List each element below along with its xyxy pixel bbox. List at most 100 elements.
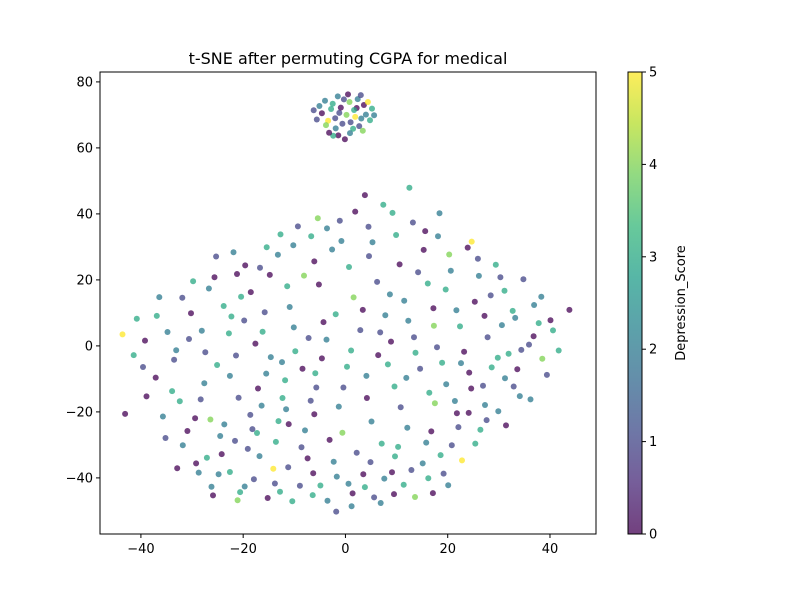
scatter-point	[252, 340, 259, 347]
scatter-point	[332, 115, 339, 122]
scatter-point	[329, 100, 336, 107]
scatter-point	[329, 246, 336, 253]
scatter-point	[348, 347, 355, 354]
colorbar-label: Depression_Score	[674, 245, 689, 361]
scatter-point	[466, 369, 473, 376]
scatter-point	[213, 253, 220, 260]
scatter-point	[337, 104, 344, 111]
scatter-point	[356, 123, 363, 130]
scatter-point	[308, 233, 315, 240]
scatter-point	[365, 223, 372, 230]
scatter-point	[277, 231, 284, 238]
scatter-point	[299, 365, 306, 372]
scatter-point	[443, 381, 450, 388]
scatter-point	[274, 251, 281, 258]
scatter-point	[237, 489, 244, 496]
scatter-point	[235, 394, 242, 401]
scatter-point	[566, 306, 573, 313]
scatter-point	[382, 312, 389, 319]
scatter-point	[156, 294, 163, 301]
scatter-point	[339, 429, 346, 436]
scatter-point	[484, 334, 491, 341]
scatter-point	[412, 494, 418, 500]
scatter-point	[198, 327, 205, 334]
scatter-point	[257, 264, 263, 271]
scatter-point	[323, 336, 330, 343]
scatter-point	[311, 411, 318, 418]
scatter-point	[335, 132, 342, 139]
scatter-point	[153, 312, 160, 319]
scatter-point	[296, 482, 303, 489]
scatter-point	[369, 239, 376, 246]
scatter-point	[401, 297, 408, 304]
x-axis: −40 −20 0 20 40	[127, 534, 558, 557]
scatter-point	[428, 428, 435, 435]
colorbar-tick-label: 3	[649, 250, 657, 265]
scatter-point	[430, 305, 437, 312]
scatter-point	[417, 365, 424, 372]
scatter-point	[503, 422, 509, 429]
scatter-point	[133, 315, 140, 322]
scatter-point	[448, 442, 455, 449]
scatter-point	[442, 286, 449, 293]
scatter-point	[283, 406, 290, 413]
scatter-point	[468, 385, 475, 392]
scatter-point	[345, 91, 351, 98]
scatter-point	[159, 413, 166, 420]
scatter-point	[234, 271, 240, 277]
colorbar-ticks: 0 1 2 3 4 5	[642, 66, 657, 543]
scatter-point	[326, 129, 333, 136]
scatter-point	[263, 370, 270, 377]
scatter-point	[389, 469, 395, 476]
scatter-point	[509, 307, 516, 314]
scatter-point	[344, 363, 350, 370]
scatter-point	[122, 410, 129, 417]
scatter-point	[318, 355, 325, 362]
scatter-point	[415, 269, 422, 276]
colorbar-frame	[627, 71, 643, 535]
scatter-point	[193, 460, 200, 467]
scatter-points	[119, 91, 573, 515]
scatter-point	[286, 304, 293, 310]
scatter-point	[380, 201, 387, 208]
scatter-point	[284, 283, 291, 290]
scatter-point	[359, 127, 366, 134]
scatter-point	[409, 219, 416, 226]
scatter-point	[220, 303, 227, 309]
scatter-point	[195, 469, 202, 476]
scatter-point	[422, 228, 429, 235]
scatter-point	[255, 385, 261, 392]
scatter-point	[406, 184, 413, 191]
scatter-point	[179, 442, 186, 449]
scatter-point	[254, 430, 260, 436]
scatter-point	[320, 319, 327, 326]
scatter-point	[483, 417, 490, 424]
scatter-point	[285, 421, 292, 428]
scatter-point	[437, 452, 444, 459]
scatter-point	[322, 97, 328, 104]
scatter-point	[332, 311, 339, 318]
scatter-point	[447, 267, 454, 274]
scatter-point	[330, 132, 337, 139]
x-tick-label: 0	[341, 542, 349, 557]
scatter-point	[363, 395, 370, 401]
scatter-point	[233, 352, 239, 359]
y-tick-label: 60	[76, 141, 93, 156]
scatter-point	[367, 117, 373, 124]
scatter-point	[304, 455, 311, 462]
colorbar-tick-label: 5	[649, 66, 657, 81]
scatter-point	[324, 225, 330, 232]
scatter-point	[264, 495, 271, 501]
scatter-point	[345, 480, 352, 487]
scatter-point	[482, 402, 488, 408]
scatter-point	[412, 349, 419, 356]
scatter-point	[362, 111, 369, 118]
scatter-point	[270, 465, 277, 472]
scatter-point	[352, 113, 359, 120]
scatter-point	[225, 330, 232, 337]
scatter-point	[487, 292, 494, 299]
scatter-point	[359, 306, 366, 313]
scatter-point	[468, 238, 475, 245]
scatter-point	[392, 453, 398, 460]
